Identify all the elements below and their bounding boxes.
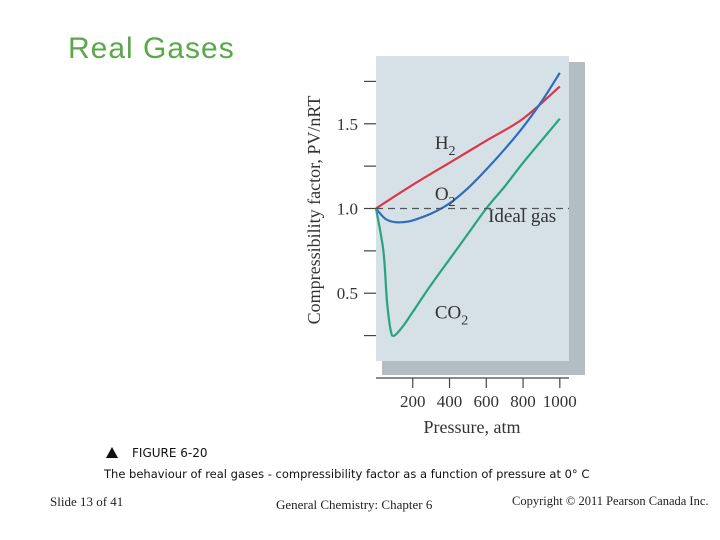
series-group [374, 72, 569, 338]
series-label-co2: CO2 [435, 303, 468, 329]
x-tick-label: 800 [510, 392, 536, 411]
x-tick-label: 600 [474, 392, 500, 411]
slide-title: Real Gases [68, 32, 235, 65]
x-tick-label: 200 [400, 392, 426, 411]
figure-caption: The behaviour of real gases - compressib… [104, 467, 590, 481]
series-labels: H2 O2 CO2 Ideal gas [435, 133, 556, 328]
x-ticks: 200 400 600 800 1000 [400, 378, 577, 411]
x-tick-label: 1000 [543, 392, 577, 411]
y-tick-label: 1.5 [337, 115, 358, 134]
footer-slide-number: Slide 13 of 41 [50, 494, 124, 509]
figure-label: FIGURE 6-20 [106, 446, 208, 460]
y-axis-label: Compressibility factor, PV/nRT [304, 96, 324, 325]
series-label-o2: O2 [435, 184, 456, 210]
y-tick-label: 1.0 [337, 200, 358, 219]
series-line-o2 [375, 72, 561, 224]
y-tick-label: 0.5 [337, 284, 358, 303]
footer-copyright: Copyright © 2011 Pearson Canada Inc. [512, 494, 709, 508]
series-label-h2: H2 [435, 133, 456, 159]
x-tick-label: 400 [437, 392, 463, 411]
series-line-h2 [375, 85, 561, 210]
series-label-ideal-gas: Ideal gas [488, 206, 556, 227]
figure-label-text: FIGURE 6-20 [132, 446, 208, 460]
x-axis-label: Pressure, atm [424, 417, 521, 437]
series-line-co2 [374, 117, 561, 338]
y-ticks: 0.5 1.0 1.5 [337, 80, 376, 337]
triangle-icon [106, 447, 118, 458]
footer-chapter: General Chemistry: Chapter 6 [276, 497, 433, 512]
